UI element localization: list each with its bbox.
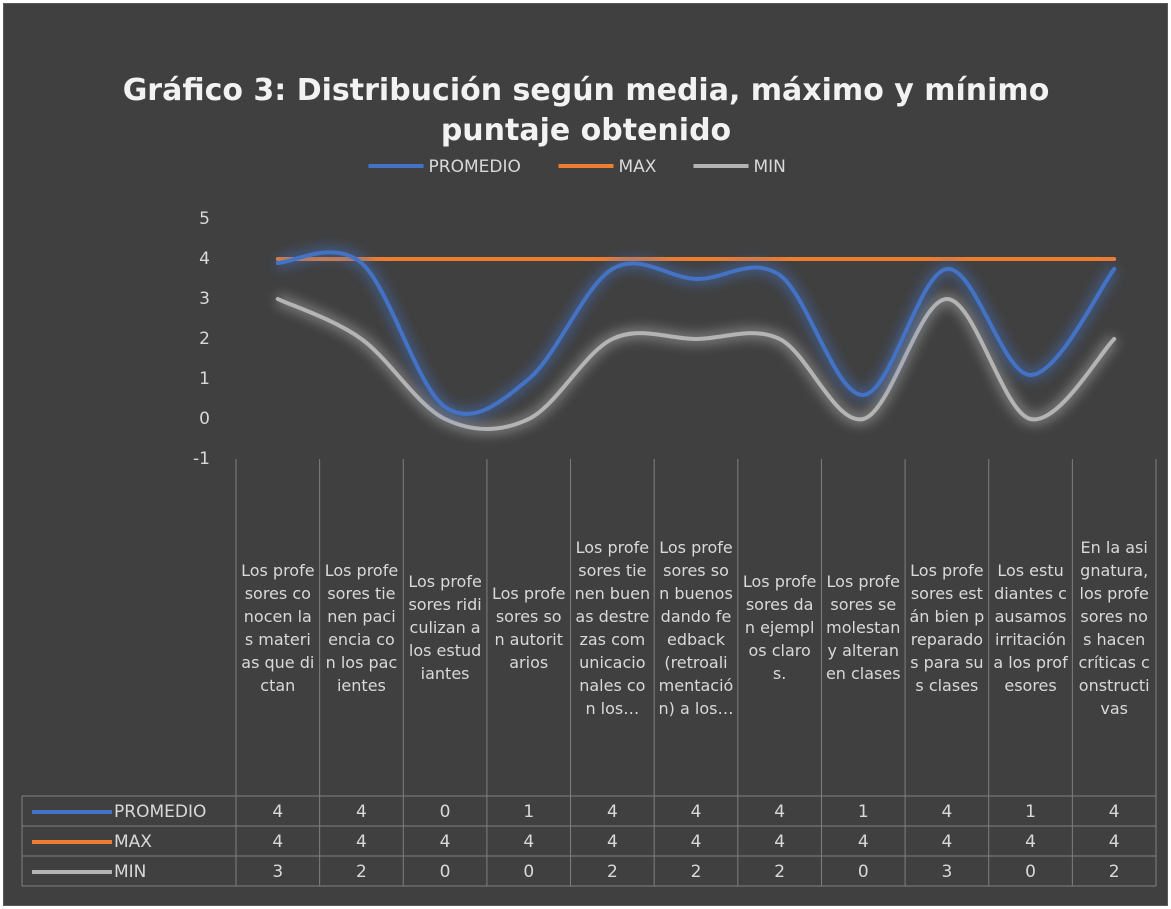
table-value: 2	[774, 862, 785, 882]
table-value: 4	[1109, 802, 1120, 822]
table-value: 4	[523, 832, 534, 852]
x-tick-label: Los profesores son autoritarios	[491, 583, 566, 672]
table-value: 4	[858, 832, 869, 852]
y-tick-label: 3	[199, 289, 210, 309]
legend-label: PROMEDIO	[429, 157, 521, 177]
x-tick-label: Los profesores tienen paciencia con los …	[324, 560, 399, 695]
table-value: 2	[1109, 862, 1120, 882]
table-value: 4	[272, 832, 283, 852]
chart: Gráfico 3: Distribución según media, máx…	[21, 73, 1157, 887]
x-tick-label: En la asignatura, los profesores nos hac…	[1078, 537, 1150, 718]
table-value: 0	[858, 862, 869, 882]
table-value: 0	[440, 862, 451, 882]
table-value: 4	[774, 802, 785, 822]
y-tick-label: -1	[193, 449, 210, 469]
table-row-label: MIN	[114, 862, 146, 882]
y-tick-label: 0	[199, 409, 210, 429]
table-value: 4	[440, 832, 451, 852]
table-value: 3	[272, 862, 283, 882]
table-value: 4	[607, 802, 618, 822]
legend-label: MAX	[619, 157, 657, 177]
table-value: 1	[1025, 802, 1036, 822]
table-value: 4	[1025, 832, 1036, 852]
x-tick-label: Los profesores conocen las materias que …	[241, 560, 315, 695]
x-tick-label: Los estudiantes causamos irritación a lo…	[993, 560, 1068, 695]
x-tick-label: Los profesores están bien preparados par…	[909, 560, 985, 695]
table-value: 4	[356, 802, 367, 822]
x-tick-label: Los profesores tienen buenas destrezas c…	[574, 537, 651, 718]
chart-area: Gráfico 3: Distribución según media, máx…	[3, 3, 1168, 906]
y-tick-label: 4	[199, 249, 210, 269]
table-value: 2	[356, 862, 367, 882]
table-value: 2	[691, 862, 702, 882]
table-value: 4	[691, 802, 702, 822]
table-value: 4	[941, 802, 952, 822]
table-value: 3	[941, 862, 952, 882]
table-value: 1	[858, 802, 869, 822]
table-value: 4	[1109, 832, 1120, 852]
line	[275, 250, 1117, 416]
table-value: 2	[607, 862, 618, 882]
table-value: 4	[607, 832, 618, 852]
y-tick-label: 5	[199, 209, 210, 229]
table-value: 4	[691, 832, 702, 852]
y-tick-label: 1	[199, 369, 210, 389]
x-tick-label: Los profesores son buenos dando feedback…	[658, 537, 734, 718]
table-value: 0	[1025, 862, 1036, 882]
table-value: 0	[440, 802, 451, 822]
chart-title: Gráfico 3: Distribución según media, máx…	[123, 73, 1050, 148]
legend-label: MIN	[754, 157, 786, 177]
table-value: 4	[272, 802, 283, 822]
line	[275, 296, 1117, 431]
table-value: 4	[774, 832, 785, 852]
x-tick-label: Los profesores ridiculizan a los estudia…	[408, 572, 482, 683]
y-tick-label: 2	[199, 329, 210, 349]
x-tick-label: Los profesores se molestan y alteran en …	[825, 572, 901, 683]
table-value: 4	[941, 832, 952, 852]
x-tick-label: Los profesores dan ejemplos claros.	[742, 572, 817, 683]
table-value: 1	[523, 802, 534, 822]
table-row-label: PROMEDIO	[114, 802, 206, 822]
table-row-label: MAX	[114, 832, 152, 852]
table-value: 4	[356, 832, 367, 852]
table-value: 0	[523, 862, 534, 882]
